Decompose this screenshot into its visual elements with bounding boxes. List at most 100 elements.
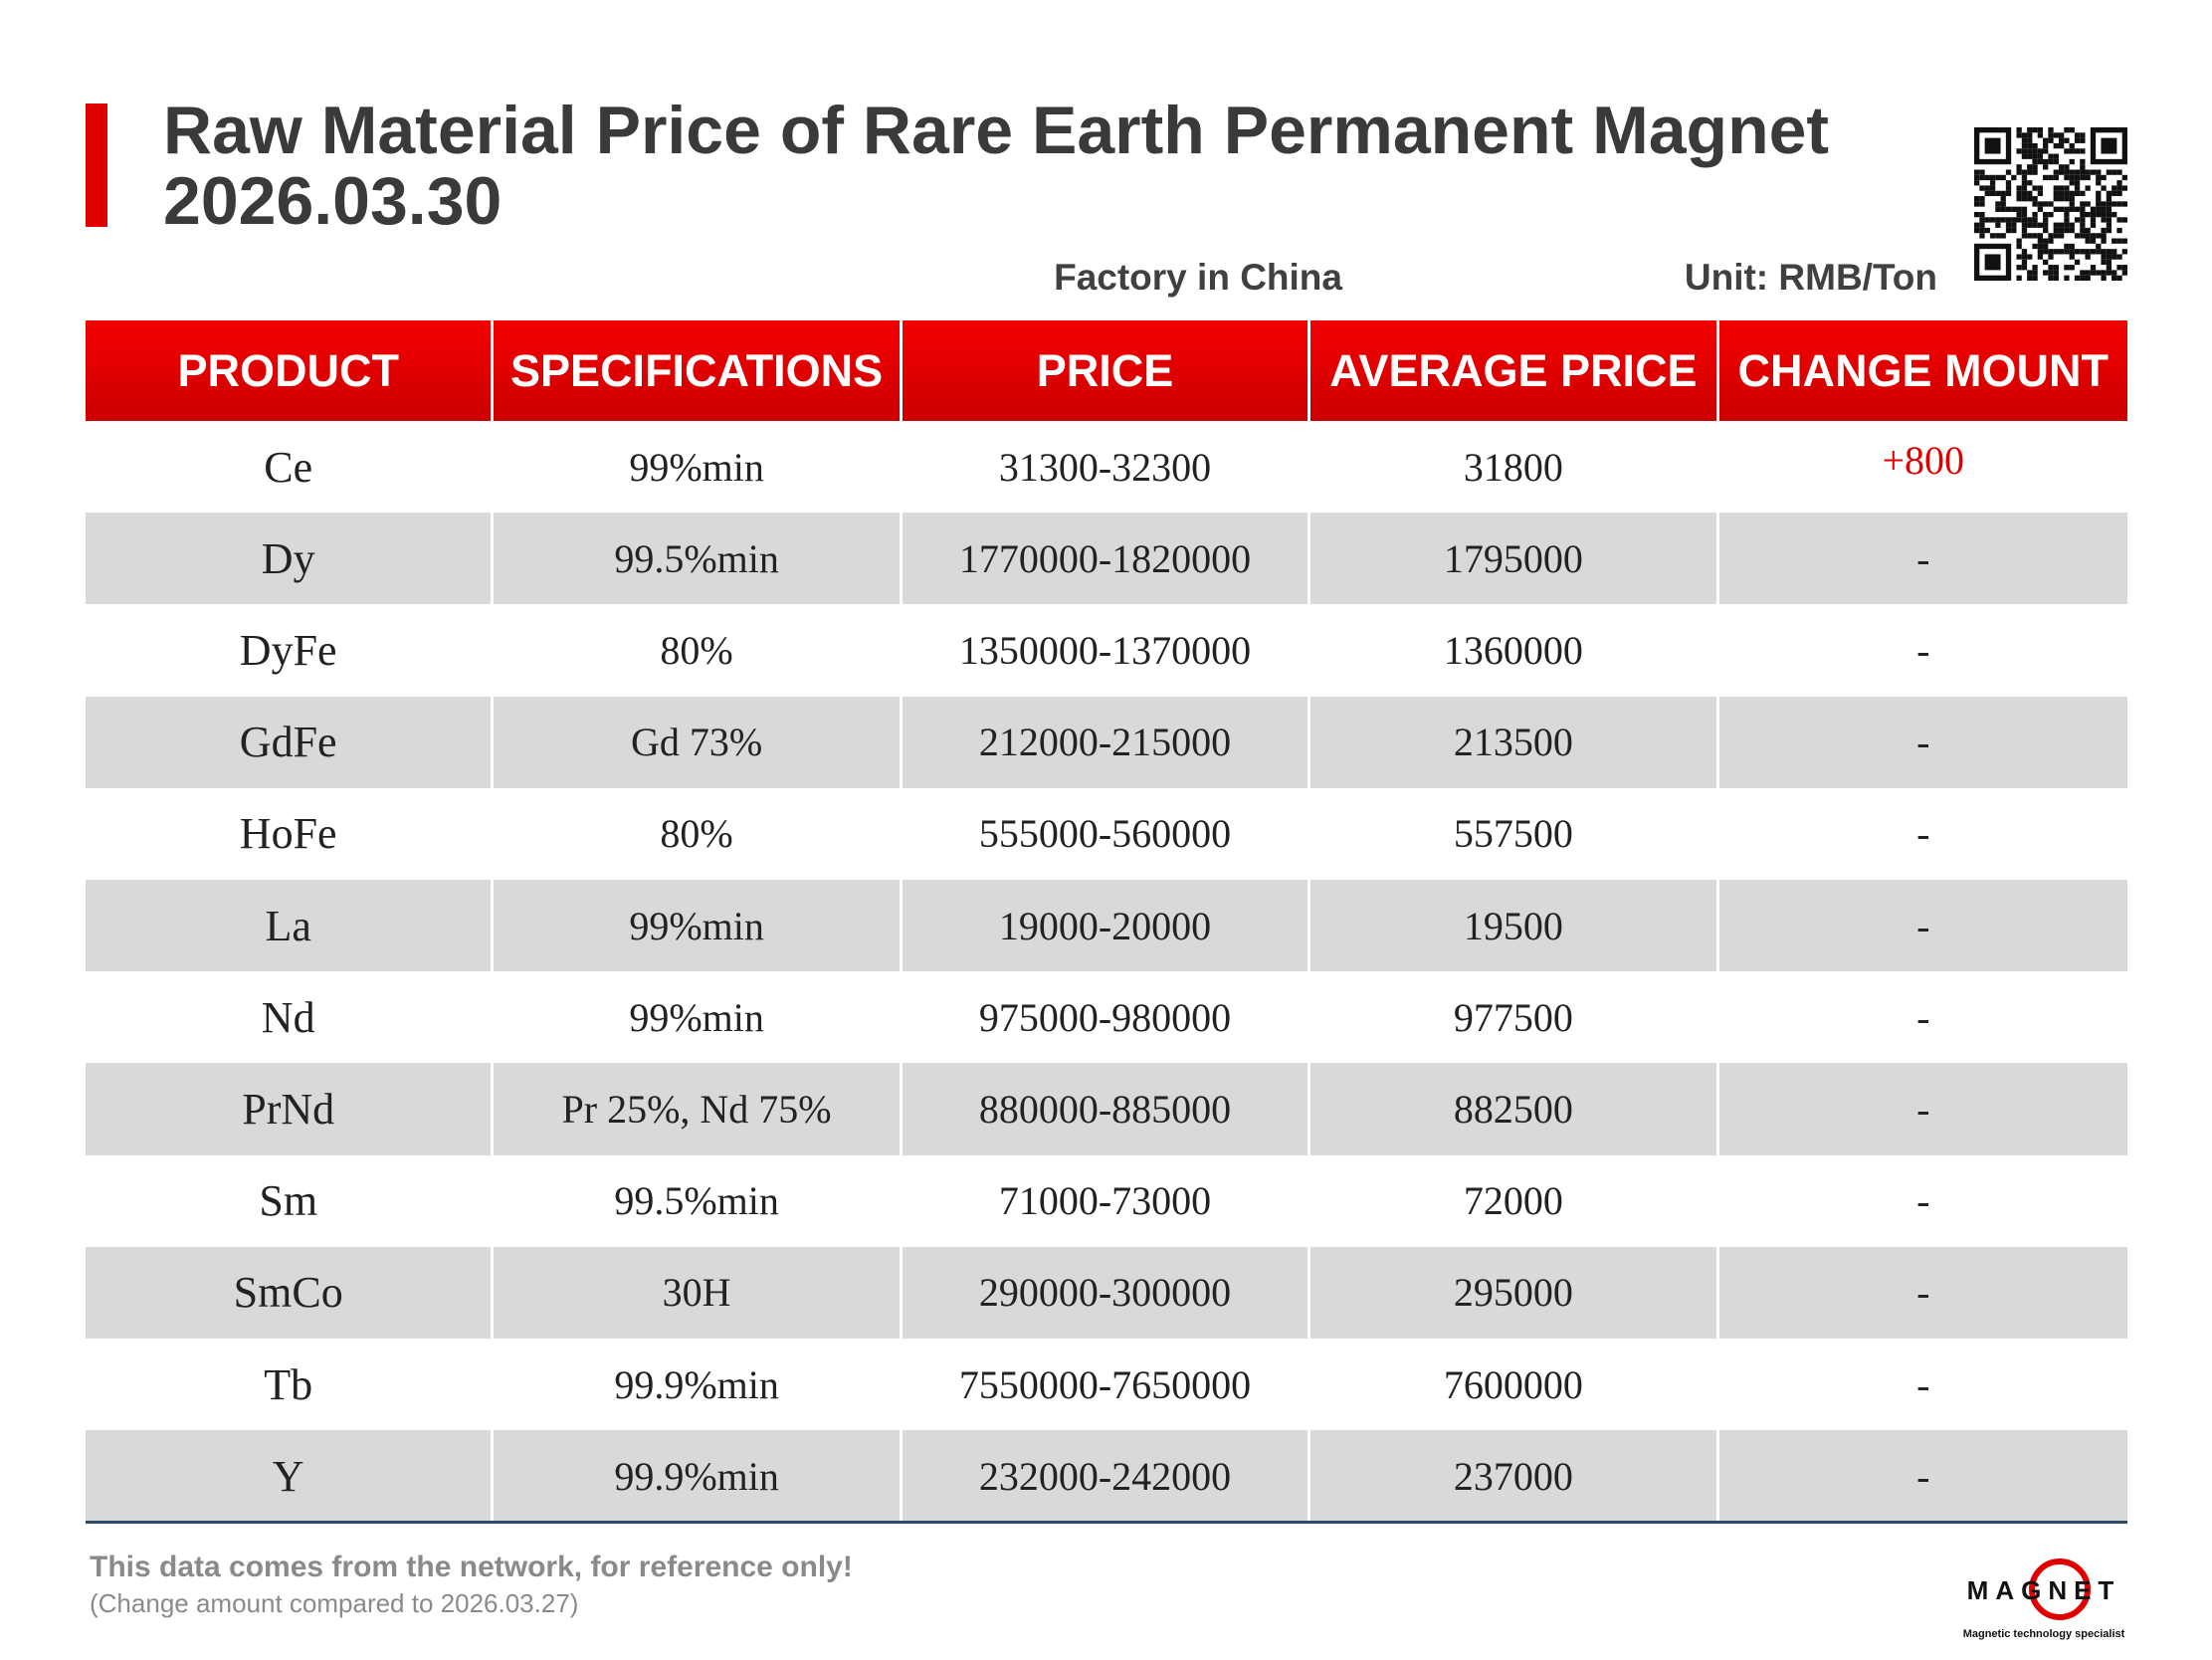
qr-module — [1979, 217, 1985, 223]
qr-module — [2053, 206, 2059, 212]
qr-module — [2116, 238, 2122, 244]
title: Raw Material Price of Rare Earth Permane… — [163, 93, 1830, 168]
qr-module — [2064, 243, 2070, 250]
qr-module — [1974, 201, 1980, 207]
qr-module — [1995, 222, 2001, 228]
qr-module — [1974, 196, 1980, 202]
qr-module — [2043, 174, 2049, 181]
qr-code — [1974, 127, 2127, 281]
qr-module — [2058, 142, 2065, 149]
qr-module — [2005, 206, 2012, 212]
change: +800 — [1718, 421, 2127, 514]
qr-module — [2032, 233, 2038, 239]
qr-module — [1989, 180, 1996, 186]
specification: 80% — [494, 787, 903, 880]
qr-module — [2027, 153, 2033, 159]
qr-module — [2080, 206, 2086, 212]
qr-module — [1989, 185, 1996, 191]
qr-module — [2043, 201, 2049, 207]
qr-module — [2069, 222, 2075, 228]
qr-module — [2085, 227, 2091, 234]
average-price: 237000 — [1310, 1430, 1719, 1523]
qr-module — [2021, 180, 2028, 186]
qr-module — [2048, 249, 2054, 255]
logo-name: MAGNET — [1967, 1575, 2121, 1605]
qr-module — [2021, 227, 2028, 234]
qr-module — [2064, 211, 2070, 218]
qr-module — [2090, 270, 2097, 276]
product: Ce — [86, 421, 495, 514]
qr-module — [2043, 164, 2049, 170]
price: 212000-215000 — [902, 696, 1311, 788]
qr-module — [2106, 196, 2112, 202]
change: - — [1718, 1430, 2127, 1523]
specification: 99.5%min — [494, 513, 903, 605]
qr-module — [2080, 148, 2086, 154]
average-price: 19500 — [1310, 880, 1719, 972]
qr-module — [1989, 190, 1996, 197]
qr-module — [2037, 132, 2044, 138]
qr-module — [2037, 254, 2044, 260]
qr-module — [2053, 190, 2059, 197]
qr-module — [2096, 190, 2102, 197]
qr-module — [2080, 132, 2086, 138]
qr-module — [2106, 270, 2112, 276]
qr-module — [2011, 222, 2017, 228]
qr-module — [2085, 185, 2091, 191]
column-header: PRODUCT — [86, 320, 495, 421]
qr-module — [1984, 217, 1990, 223]
qr-module — [2121, 185, 2127, 191]
qr-module — [2048, 265, 2054, 271]
qr-module — [2032, 185, 2038, 191]
qr-module — [2053, 153, 2059, 159]
qr-module — [2090, 233, 2097, 239]
qr-module — [2090, 211, 2097, 218]
qr-module — [2043, 148, 2049, 154]
qr-module — [2037, 206, 2044, 212]
qr-module — [2005, 222, 2012, 228]
qr-module — [2058, 185, 2065, 191]
qr-module — [2053, 158, 2059, 165]
qr-module — [2080, 201, 2086, 207]
qr-module — [2037, 153, 2044, 159]
qr-module — [2016, 254, 2022, 260]
qr-module — [2037, 190, 2044, 197]
qr-module — [2048, 137, 2054, 143]
qr-module — [2021, 142, 2028, 149]
qr-module — [2090, 249, 2097, 255]
qr-module — [2074, 137, 2081, 143]
qr-module — [2106, 217, 2112, 223]
qr-module — [2101, 249, 2107, 255]
product: DyFe — [86, 604, 495, 697]
price: 19000-20000 — [902, 880, 1311, 972]
qr-module — [2016, 190, 2022, 197]
qr-module — [2064, 164, 2070, 170]
price: 290000-300000 — [902, 1246, 1311, 1339]
qr-module — [2016, 196, 2022, 202]
qr-module — [2085, 174, 2091, 181]
qr-module — [1979, 196, 1985, 202]
qr-module — [2011, 227, 2017, 234]
specification: 30H — [494, 1246, 903, 1339]
qr-module — [2074, 148, 2081, 154]
qr-module — [2043, 211, 2049, 218]
qr-module — [2000, 217, 2006, 223]
qr-module — [1979, 233, 1985, 239]
qr-module — [2101, 217, 2107, 223]
qr-module — [2096, 270, 2102, 276]
qr-module — [2043, 238, 2049, 244]
qr-module — [2074, 217, 2081, 223]
change: - — [1718, 604, 2127, 697]
qr-module — [2027, 180, 2033, 186]
qr-module — [2053, 185, 2059, 191]
qr-module — [2053, 270, 2059, 276]
qr-module — [2058, 206, 2065, 212]
qr-module — [2106, 206, 2112, 212]
change: - — [1718, 1339, 2127, 1431]
qr-module — [2101, 270, 2107, 276]
qr-module — [2064, 227, 2070, 234]
qr-module — [2043, 158, 2049, 165]
specification: 99.9%min — [494, 1430, 903, 1523]
qr-module — [2085, 254, 2091, 260]
qr-module — [1984, 137, 2001, 154]
